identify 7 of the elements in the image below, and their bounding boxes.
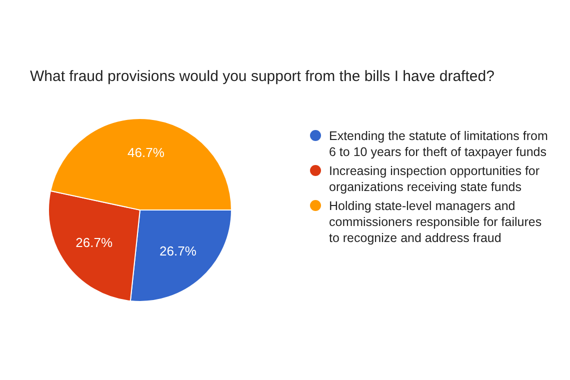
legend-label: Holding state-level managers and commissioners responsible for failures to recognize and address fraud	[329, 198, 543, 246]
data-label: 26.7%	[76, 234, 113, 250]
legend-label: Increasing inspection opportunities for organizations receiving state funds	[329, 163, 541, 195]
data-label: 26.7%	[160, 244, 197, 259]
data-label: 46.7%	[128, 145, 165, 160]
chart-title: What fraud provisions would you support from the bills I have drafted?	[30, 68, 494, 85]
legend-label: Extending the statute of limitations from 6 to 10 years for theft of taxpayer funds	[329, 128, 549, 160]
